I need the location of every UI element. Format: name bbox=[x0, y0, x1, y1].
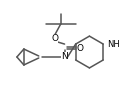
Text: NH: NH bbox=[107, 40, 120, 49]
Text: N: N bbox=[61, 53, 68, 61]
Text: O: O bbox=[77, 44, 84, 53]
Text: O: O bbox=[51, 34, 58, 43]
